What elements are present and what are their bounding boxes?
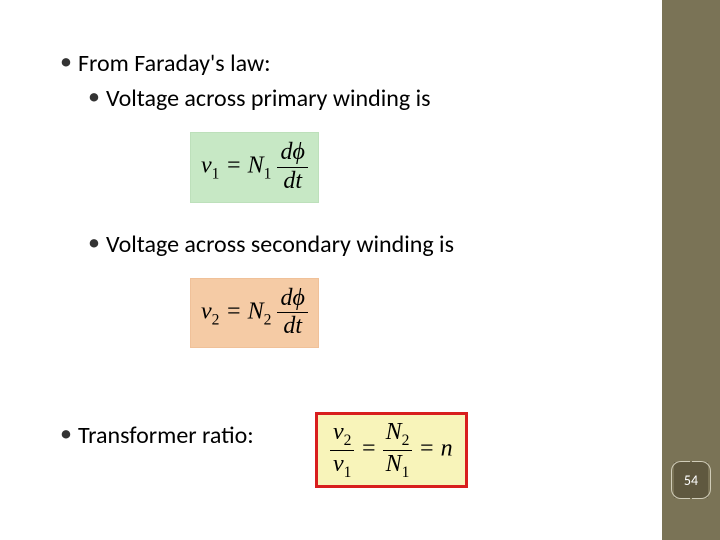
page-number: 54 <box>684 472 698 489</box>
bullet-level2: • Voltage across primary winding is <box>88 83 620 114</box>
eq-frac-num: dϕ <box>277 285 307 314</box>
eq-frac-num: dϕ <box>277 139 307 168</box>
bullet-text: Voltage across secondary winding is <box>106 229 454 260</box>
bullet-marker: • <box>60 420 72 449</box>
eq-coef-sub: 2 <box>264 311 272 328</box>
equation-primary: v1 = N1 dϕ dt <box>190 132 319 202</box>
eq-frac2: N2 N1 <box>383 419 413 481</box>
bullet-level1: • From Faraday's law: <box>60 48 620 79</box>
eq-equals: = <box>418 436 440 462</box>
eq-sub: 1 <box>344 464 352 481</box>
eq-coef-sub: 1 <box>264 166 272 183</box>
eq-equals: = <box>225 298 247 324</box>
eq-fraction: dϕ dt <box>277 139 307 195</box>
eq-lhs-sub: 2 <box>212 311 220 328</box>
bullet-level1: • Transformer ratio: <box>60 420 254 451</box>
eq-sub: 2 <box>402 432 410 449</box>
bullet-text: Voltage across primary winding is <box>106 83 431 114</box>
eq-frac-den: dt <box>277 168 307 196</box>
eq-sub: 1 <box>402 464 410 481</box>
eq-fraction: dϕ dt <box>277 285 307 341</box>
slide-content: • From Faraday's law: • Voltage across p… <box>60 48 620 366</box>
eq-sub: 2 <box>344 432 352 449</box>
eq-lhs-var: v <box>201 298 212 324</box>
bullet-level2: • Voltage across secondary winding is <box>88 229 620 260</box>
equation-ratio: v2 v1 = N2 N1 = n <box>315 412 468 488</box>
eq-var: v <box>333 451 344 477</box>
eq-lhs-sub: 1 <box>212 166 220 183</box>
eq-var: N <box>386 451 402 477</box>
bullet-text: From Faraday's law: <box>78 48 271 79</box>
eq-var: v <box>333 419 344 445</box>
sidebar-accent <box>662 0 720 540</box>
page-number-badge: 54 <box>674 462 708 498</box>
equation-secondary: v2 = N2 dϕ dt <box>190 278 319 348</box>
eq-frac-den: dt <box>277 313 307 341</box>
eq-coef-var: N <box>248 298 264 324</box>
bullet-marker: • <box>88 83 100 112</box>
eq-coef-var: N <box>248 153 264 179</box>
eq-frac1: v2 v1 <box>330 419 354 481</box>
eq-equals: = <box>360 436 382 462</box>
eq-lhs-var: v <box>201 153 212 179</box>
eq-var: N <box>386 419 402 445</box>
bullet-marker: • <box>60 48 72 77</box>
eq-rhs: n <box>441 436 453 462</box>
bullet-marker: • <box>88 229 100 258</box>
eq-equals: = <box>225 153 247 179</box>
bullet-text: Transformer ratio: <box>78 420 254 451</box>
